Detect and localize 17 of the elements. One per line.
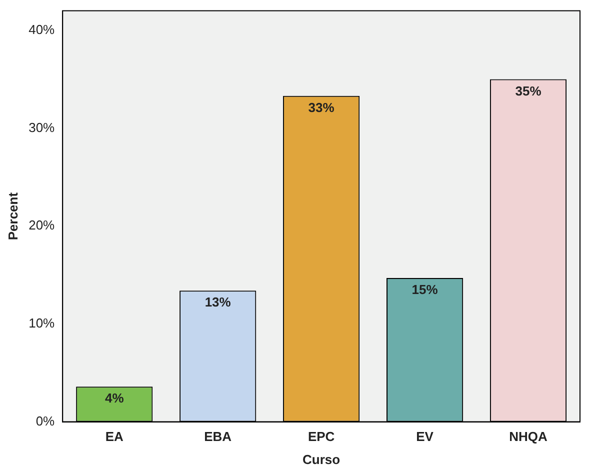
x-tick-label: NHQA <box>509 429 548 444</box>
data-label: 4% <box>104 390 124 406</box>
x-tick-label: EPC <box>308 429 336 444</box>
y-tick-label: 40% <box>28 22 56 37</box>
data-label: 33% <box>308 100 335 116</box>
y-tick-label: 20% <box>28 218 56 233</box>
x-tick-label: EV <box>416 429 434 444</box>
y-tick-label: 10% <box>28 316 56 331</box>
data-label: 15% <box>412 282 438 298</box>
x-tick-label: EA <box>105 429 124 444</box>
y-tick-label: 30% <box>28 120 56 135</box>
y-axis-title: Percent <box>5 192 20 240</box>
y-tick-label: 0% <box>36 413 56 428</box>
data-label: 13% <box>204 294 232 310</box>
x-tick-label: EBA <box>204 429 232 444</box>
x-axis-title: Curso <box>302 452 340 467</box>
data-label: 35% <box>515 83 542 98</box>
